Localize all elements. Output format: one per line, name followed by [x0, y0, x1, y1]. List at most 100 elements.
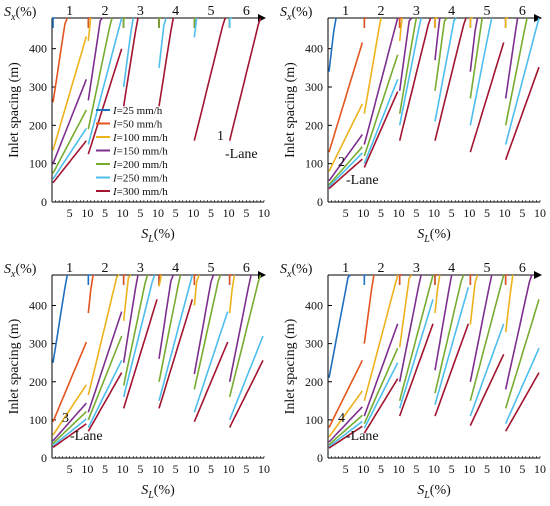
- series-line: [469, 274, 505, 402]
- series-line: [363, 323, 399, 417]
- series-line: [52, 274, 69, 363]
- top-axis-arrow-icon: [534, 271, 542, 279]
- x-tick-label: 10: [81, 462, 93, 476]
- x-tick-label: 5: [413, 206, 419, 220]
- segment-label: 5: [484, 261, 491, 276]
- series-line: [193, 274, 200, 306]
- y-axis-label: Inlet spacing (m): [7, 62, 22, 158]
- x-tick-label: 10: [357, 206, 369, 220]
- panel-4: 0 100 200 300 400 5 10 5 10 5 10 5 10 5 10 5 10 1 2 3 4 5 6 Sx(…: [280, 261, 546, 501]
- legend-entry: I=200 mm/h: [112, 159, 168, 171]
- series-6: [52, 274, 264, 447]
- series-line: [158, 17, 175, 107]
- series-7: [52, 299, 264, 448]
- series-line: [398, 323, 434, 417]
- series-line: [328, 406, 363, 443]
- x-tick-label: 10: [463, 462, 475, 476]
- series-line: [158, 274, 194, 402]
- y-tick-label: 200: [29, 375, 47, 389]
- series-line: [363, 54, 399, 157]
- x-tick-label: 5: [102, 462, 108, 476]
- y-tick-label: 400: [29, 299, 47, 313]
- series-line: [398, 17, 432, 141]
- series-line: [158, 299, 194, 409]
- series-line: [87, 311, 123, 413]
- segment-label: 6: [519, 261, 526, 276]
- series-line: [398, 17, 403, 42]
- series-line: [434, 323, 470, 417]
- segment-label: 6: [519, 4, 526, 19]
- segment-label: 2: [102, 261, 109, 276]
- series-line: [158, 17, 167, 68]
- segment-label: 1: [66, 261, 73, 276]
- lane-text: -Lane: [70, 429, 103, 444]
- y-tick-label: 200: [29, 118, 47, 132]
- series-line: [52, 411, 87, 445]
- segment-label: 1: [342, 261, 349, 276]
- series-2: [328, 274, 508, 428]
- series-line: [193, 274, 222, 390]
- series-line: [398, 17, 422, 126]
- x-tick-label: 10: [357, 462, 369, 476]
- legend-entry: I=25 mm/h: [112, 105, 163, 117]
- series-5: [52, 274, 262, 445]
- sx-label: Sx(%): [4, 262, 37, 280]
- y-tick-label: 100: [305, 413, 323, 427]
- segment-label: 4: [172, 4, 179, 19]
- series-line: [504, 66, 540, 161]
- y-tick-label: 400: [29, 42, 47, 56]
- series-4: [328, 274, 533, 443]
- x-axis-label: SL(%): [141, 483, 175, 501]
- series-line: [193, 17, 198, 38]
- series-line: [122, 17, 139, 107]
- series-4: [52, 274, 252, 442]
- y-tick-label: 100: [29, 157, 47, 171]
- sx-label: Sx(%): [280, 5, 313, 23]
- series-line: [87, 17, 104, 101]
- x-tick-label: 5: [378, 462, 384, 476]
- series-line: [328, 390, 363, 438]
- x-axis-label: SL(%): [417, 483, 451, 501]
- lane-text: -Lane: [225, 147, 258, 162]
- series-line: [87, 17, 123, 145]
- series-line: [52, 79, 88, 164]
- y-tick-label: 400: [305, 42, 323, 56]
- series-line: [328, 146, 363, 186]
- series-line: [469, 274, 479, 325]
- legend-entry: I=250 mm/h: [112, 173, 168, 185]
- segment-label: 5: [208, 261, 215, 276]
- series-line: [328, 134, 363, 182]
- segment-label: 3: [137, 4, 144, 19]
- series-7: [328, 17, 540, 190]
- legend-entry: I=50 mm/h: [112, 119, 163, 131]
- legend-entry: I=300 mm/h: [112, 186, 168, 198]
- series-line: [469, 17, 483, 99]
- series-line: [193, 17, 227, 141]
- panel-2: 0 100 200 300 400 5 10 5 10 5 10 5 10 5 10 5 10 1 2 3 4 5 6 Sx(…: [280, 4, 546, 245]
- series-line: [228, 274, 262, 398]
- segment-label: 3: [413, 4, 420, 19]
- series-line: [52, 418, 87, 447]
- segment-label: 5: [208, 4, 215, 19]
- x-tick-label: 5: [343, 462, 349, 476]
- series-line: [52, 36, 88, 151]
- series-1: [52, 17, 232, 28]
- series-line: [228, 335, 264, 421]
- series-line: [228, 17, 262, 141]
- series-line: [398, 274, 413, 348]
- series-line: [398, 274, 422, 382]
- lane-label: 3-Lane: [62, 411, 103, 444]
- panel-3: 0 100 200 300 400 5 10 5 10 5 10 5 10 5 10 5 10 1 2 3 4 5 6 Sx(…: [4, 261, 270, 501]
- sx-label: Sx(%): [4, 5, 37, 23]
- series-2: [328, 17, 508, 153]
- x-tick-label: 10: [223, 462, 235, 476]
- x-tick-label: 5: [343, 206, 349, 220]
- y-tick-label: 400: [305, 299, 323, 313]
- series-3: [52, 274, 236, 436]
- series-line: [52, 140, 87, 184]
- y-tick-label: 200: [305, 375, 323, 389]
- series-line: [193, 311, 229, 413]
- series-line: [363, 17, 382, 114]
- x-tick-label: 5: [102, 206, 108, 220]
